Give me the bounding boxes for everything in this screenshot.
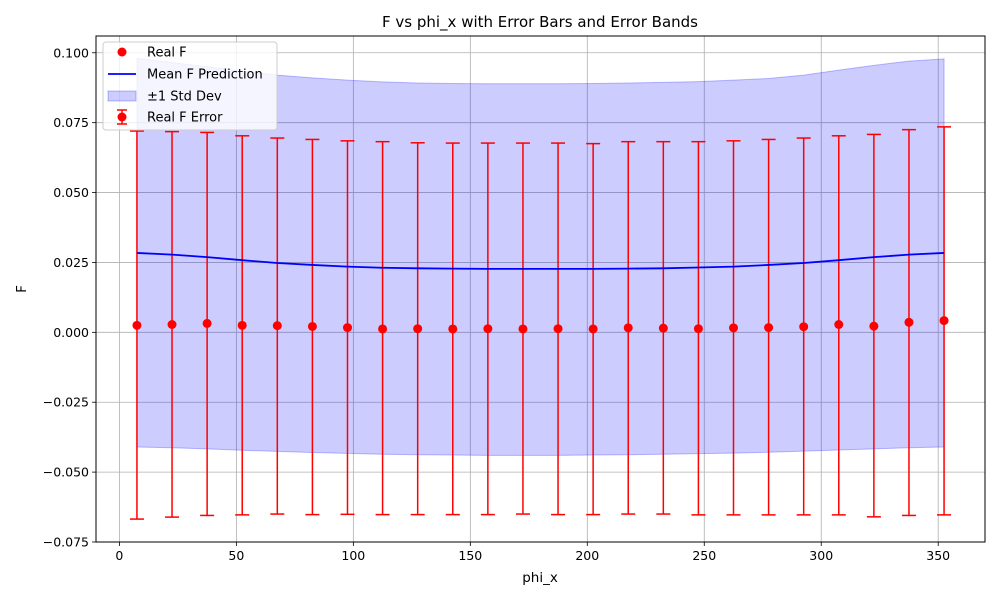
legend-label: Mean F Prediction xyxy=(147,68,263,83)
real-f-point xyxy=(448,324,458,334)
real-f-point xyxy=(342,323,352,333)
legend-marker-error-point xyxy=(117,112,127,122)
real-f-point xyxy=(483,324,493,334)
y-axis-label: F xyxy=(14,285,30,293)
real-f-point xyxy=(237,320,247,330)
y-axis-ticks: −0.075 −0.050 −0.025 0.000 0.025 0.050 0.075 0.… xyxy=(43,45,96,550)
legend: Real F Mean F Prediction ±1 Std Dev Real F … xyxy=(102,41,278,131)
mean-prediction-line xyxy=(136,252,945,270)
real-f-point xyxy=(167,320,177,330)
real-f-point xyxy=(764,323,774,333)
real-f-point xyxy=(834,320,844,330)
real-f-points xyxy=(132,316,949,334)
real-f-point xyxy=(272,321,282,331)
x-tick-label: 150 xyxy=(458,548,482,563)
real-f-point xyxy=(413,324,423,334)
real-f-point xyxy=(799,322,809,332)
y-tick-label: −0.025 xyxy=(43,395,89,410)
y-tick-label: −0.050 xyxy=(43,465,89,480)
x-tick-label: 200 xyxy=(575,548,599,563)
x-tick-label: 350 xyxy=(926,548,950,563)
legend-marker-real-f xyxy=(117,47,127,57)
real-f-point xyxy=(202,318,212,328)
y-tick-label: 0.075 xyxy=(53,115,89,130)
real-f-point xyxy=(307,321,317,331)
real-f-point xyxy=(518,324,528,334)
real-f-point xyxy=(869,321,879,331)
y-tick-label: 0.000 xyxy=(53,325,89,340)
x-axis-ticks: 0 50 100 150 200 250 300 350 xyxy=(115,542,950,563)
y-tick-label: 0.025 xyxy=(53,255,89,270)
legend-marker-band xyxy=(107,90,137,102)
x-tick-label: 300 xyxy=(809,548,833,563)
real-f-point xyxy=(132,320,142,330)
legend-box xyxy=(102,41,278,131)
x-axis-label: phi_x xyxy=(522,570,558,586)
legend-label: ±1 Std Dev xyxy=(147,90,222,105)
real-f-point xyxy=(378,324,388,334)
real-f-point xyxy=(904,317,914,327)
plot-frame xyxy=(95,35,986,543)
chart-title: F vs phi_x with Error Bars and Error Ban… xyxy=(382,13,698,32)
real-f-point xyxy=(588,324,598,334)
y-tick-label: 0.100 xyxy=(53,45,89,60)
y-tick-label: −0.075 xyxy=(43,535,89,550)
legend-label: Real F Error xyxy=(147,111,223,126)
x-tick-label: 250 xyxy=(692,548,716,563)
x-tick-label: 50 xyxy=(228,548,244,563)
real-f-point xyxy=(729,323,739,333)
legend-label: Real F xyxy=(147,46,187,61)
real-f-point xyxy=(939,316,949,326)
real-f-point xyxy=(658,323,668,333)
x-tick-label: 100 xyxy=(341,548,365,563)
real-f-point xyxy=(553,324,563,334)
y-tick-label: 0.050 xyxy=(53,185,89,200)
real-f-point xyxy=(693,324,703,334)
mean-prediction-polyline xyxy=(136,252,945,270)
real-f-point xyxy=(623,323,633,333)
x-tick-label: 0 xyxy=(115,548,123,563)
